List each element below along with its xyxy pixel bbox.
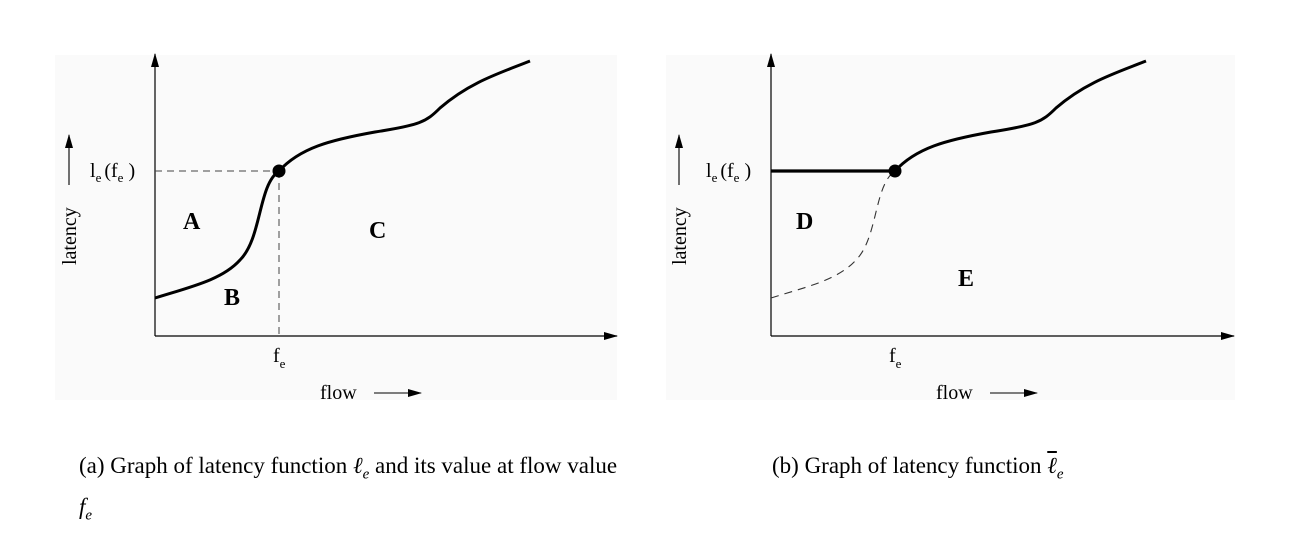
panel-a-x-axis-label: flow [320,382,357,404]
panel-b-y-axis-label: latency [669,207,691,265]
panel-b-x-axis-label: flow [936,382,973,404]
panel-b-latency-curve [893,59,1147,173]
panel-b-point-label: le (fe ) [706,160,751,185]
region-label-c: C [369,218,386,244]
panel-a-latency-curve [154,59,531,300]
panel-a-background [55,55,617,400]
panel-b-original-curve [770,170,896,299]
panel-b: latency le (fe ) fe flow D E [666,53,1235,404]
region-label-d: D [796,209,813,235]
panel-a-point-label: le (fe ) [90,160,135,185]
caption-a: (a) Graph of latency function ℓe and its… [79,453,618,524]
panel-a-flow-point [272,164,286,178]
panel-b-background [666,55,1235,400]
panel-b-x-tick-label: fe [889,345,902,371]
region-label-a: A [183,209,201,235]
panel-a: latency le (fe ) fe flow A B C [55,53,618,404]
panel-a-x-tick-label: fe [273,345,286,371]
region-label-b: B [224,285,240,311]
caption-b: (b) Graph of latency function ℓe [772,453,1064,483]
panel-a-y-label-group: latency [59,134,81,265]
panel-b-flow-point [888,164,902,178]
panel-a-y-axis-label: latency [59,207,81,265]
panel-b-y-label-group: latency [669,134,691,265]
region-label-e: E [958,266,974,292]
